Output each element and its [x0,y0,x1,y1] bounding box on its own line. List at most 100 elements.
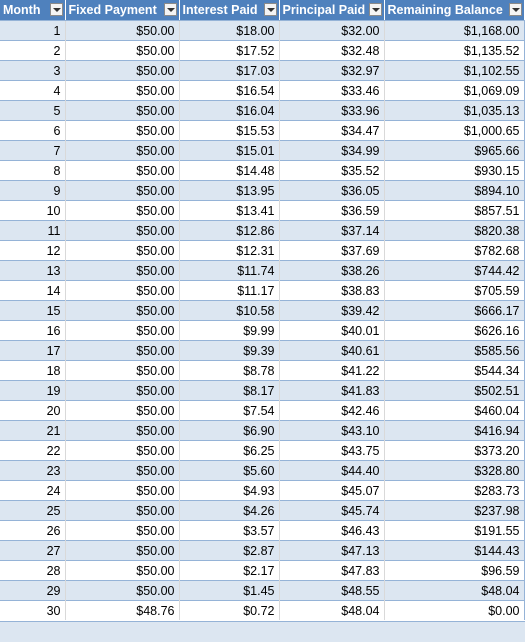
cell-principal-paid[interactable]: $40.61 [279,340,385,361]
cell-fixed-payment[interactable]: $50.00 [65,60,180,81]
cell-month[interactable]: 16 [0,320,66,341]
cell-month[interactable]: 21 [0,420,66,441]
cell-fixed-payment[interactable]: $50.00 [65,460,180,481]
cell-month[interactable]: 15 [0,300,66,321]
cell-fixed-payment[interactable]: $50.00 [65,520,180,541]
cell-principal-paid[interactable]: $33.46 [279,80,385,101]
cell-remaining-balance[interactable]: $1,102.55 [384,60,525,81]
cell-principal-paid[interactable]: $34.47 [279,120,385,141]
cell-month[interactable]: 6 [0,120,66,141]
cell-interest-paid[interactable]: $6.90 [179,420,280,441]
cell-remaining-balance[interactable]: $585.56 [384,340,525,361]
cell-remaining-balance[interactable]: $191.55 [384,520,525,541]
cell-principal-paid[interactable]: $45.07 [279,480,385,501]
cell-interest-paid[interactable]: $13.41 [179,200,280,221]
cell-interest-paid[interactable]: $0.72 [179,600,280,620]
header-principal-paid[interactable]: Principal Paid [279,0,385,21]
cell-principal-paid[interactable]: $32.97 [279,60,385,81]
cell-month[interactable]: 23 [0,460,66,481]
cell-interest-paid[interactable]: $11.17 [179,280,280,301]
cell-month[interactable]: 5 [0,100,66,121]
cell-interest-paid[interactable]: $12.31 [179,240,280,261]
cell-fixed-payment[interactable]: $50.00 [65,40,180,61]
cell-remaining-balance[interactable]: $626.16 [384,320,525,341]
filter-dropdown-icon[interactable] [508,3,522,16]
cell-principal-paid[interactable]: $34.99 [279,140,385,161]
cell-principal-paid[interactable]: $33.96 [279,100,385,121]
cell-month[interactable]: 8 [0,160,66,181]
cell-month[interactable]: 24 [0,480,66,501]
cell-fixed-payment[interactable]: $50.00 [65,160,180,181]
cell-interest-paid[interactable]: $13.95 [179,180,280,201]
cell-principal-paid[interactable]: $45.74 [279,500,385,521]
cell-principal-paid[interactable]: $48.04 [279,600,385,620]
cell-month[interactable]: 11 [0,220,66,241]
header-month[interactable]: Month [0,0,66,21]
cell-remaining-balance[interactable]: $328.80 [384,460,525,481]
cell-fixed-payment[interactable]: $50.00 [65,140,180,161]
cell-fixed-payment[interactable]: $50.00 [65,100,180,121]
cell-fixed-payment[interactable]: $50.00 [65,240,180,261]
cell-remaining-balance[interactable]: $782.68 [384,240,525,261]
cell-principal-paid[interactable]: $36.05 [279,180,385,201]
header-interest-paid[interactable]: Interest Paid [179,0,280,21]
filter-dropdown-icon[interactable] [163,3,177,16]
cell-principal-paid[interactable]: $37.14 [279,220,385,241]
filter-dropdown-icon[interactable] [49,3,63,16]
cell-month[interactable]: 29 [0,580,66,601]
cell-principal-paid[interactable]: $41.22 [279,360,385,381]
cell-fixed-payment[interactable]: $50.00 [65,20,180,41]
cell-fixed-payment[interactable]: $50.00 [65,280,180,301]
cell-interest-paid[interactable]: $9.99 [179,320,280,341]
cell-interest-paid[interactable]: $17.52 [179,40,280,61]
cell-month[interactable]: 27 [0,540,66,561]
cell-month[interactable]: 25 [0,500,66,521]
filter-dropdown-icon[interactable] [263,3,277,16]
cell-remaining-balance[interactable]: $820.38 [384,220,525,241]
cell-fixed-payment[interactable]: $50.00 [65,380,180,401]
cell-month[interactable]: 18 [0,360,66,381]
cell-fixed-payment[interactable]: $50.00 [65,500,180,521]
cell-remaining-balance[interactable]: $1,035.13 [384,100,525,121]
cell-month[interactable]: 13 [0,260,66,281]
cell-remaining-balance[interactable]: $744.42 [384,260,525,281]
cell-fixed-payment[interactable]: $50.00 [65,220,180,241]
cell-principal-paid[interactable]: $37.69 [279,240,385,261]
cell-remaining-balance[interactable]: $1,135.52 [384,40,525,61]
cell-remaining-balance[interactable]: $96.59 [384,560,525,581]
cell-principal-paid[interactable]: $43.75 [279,440,385,461]
cell-principal-paid[interactable]: $36.59 [279,200,385,221]
cell-principal-paid[interactable]: $46.43 [279,520,385,541]
cell-principal-paid[interactable]: $38.83 [279,280,385,301]
cell-fixed-payment[interactable]: $50.00 [65,480,180,501]
cell-interest-paid[interactable]: $14.48 [179,160,280,181]
cell-remaining-balance[interactable]: $965.66 [384,140,525,161]
cell-month[interactable]: 19 [0,380,66,401]
cell-remaining-balance[interactable]: $544.34 [384,360,525,381]
cell-fixed-payment[interactable]: $50.00 [65,340,180,361]
cell-fixed-payment[interactable]: $50.00 [65,200,180,221]
cell-interest-paid[interactable]: $3.57 [179,520,280,541]
cell-fixed-payment[interactable]: $50.00 [65,300,180,321]
cell-remaining-balance[interactable]: $1,069.09 [384,80,525,101]
cell-month[interactable]: 12 [0,240,66,261]
cell-remaining-balance[interactable]: $705.59 [384,280,525,301]
cell-interest-paid[interactable]: $15.01 [179,140,280,161]
cell-interest-paid[interactable]: $16.04 [179,100,280,121]
cell-principal-paid[interactable]: $38.26 [279,260,385,281]
cell-remaining-balance[interactable]: $894.10 [384,180,525,201]
cell-principal-paid[interactable]: $32.48 [279,40,385,61]
cell-remaining-balance[interactable]: $930.15 [384,160,525,181]
cell-fixed-payment[interactable]: $50.00 [65,580,180,601]
cell-principal-paid[interactable]: $47.83 [279,560,385,581]
cell-remaining-balance[interactable]: $144.43 [384,540,525,561]
cell-month[interactable]: 9 [0,180,66,201]
cell-month[interactable]: 26 [0,520,66,541]
cell-principal-paid[interactable]: $35.52 [279,160,385,181]
cell-interest-paid[interactable]: $1.45 [179,580,280,601]
cell-fixed-payment[interactable]: $50.00 [65,180,180,201]
cell-remaining-balance[interactable]: $502.51 [384,380,525,401]
cell-interest-paid[interactable]: $7.54 [179,400,280,421]
cell-fixed-payment[interactable]: $48.76 [65,600,180,620]
cell-principal-paid[interactable]: $39.42 [279,300,385,321]
